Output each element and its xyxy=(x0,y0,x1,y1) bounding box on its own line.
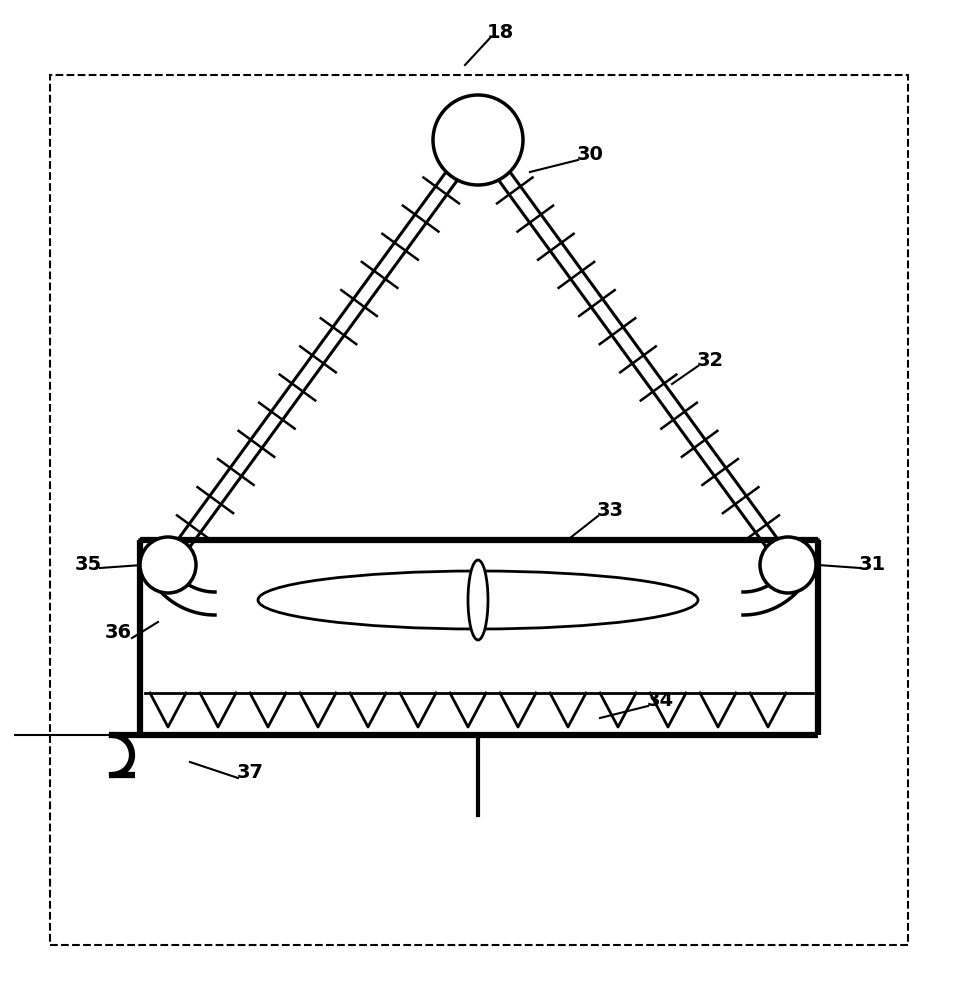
Text: 31: 31 xyxy=(858,556,885,574)
Text: 35: 35 xyxy=(75,556,101,574)
Text: 30: 30 xyxy=(576,145,604,164)
Text: 37: 37 xyxy=(236,762,263,782)
Ellipse shape xyxy=(468,560,488,640)
Text: 18: 18 xyxy=(486,22,514,41)
Text: 36: 36 xyxy=(104,622,131,642)
Circle shape xyxy=(760,537,816,593)
Text: 33: 33 xyxy=(596,500,624,520)
Circle shape xyxy=(433,95,523,185)
Bar xyxy=(50,75,908,945)
Text: 32: 32 xyxy=(697,351,723,369)
Text: 34: 34 xyxy=(646,690,674,710)
Ellipse shape xyxy=(258,571,698,629)
Circle shape xyxy=(140,537,196,593)
